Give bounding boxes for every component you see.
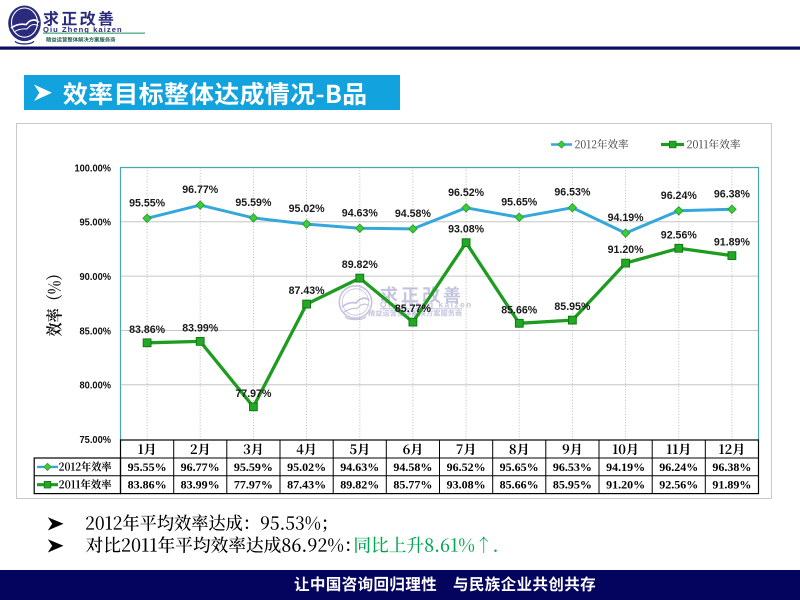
svg-text:94.63%: 94.63% (340, 462, 379, 474)
svg-text:Qiu Zheng kaizen: Qiu Zheng kaizen (43, 25, 123, 34)
svg-text:96.38%: 96.38% (712, 462, 751, 474)
svg-text:90.00%: 90.00% (80, 271, 112, 283)
svg-text:95.55%: 95.55% (128, 462, 167, 474)
svg-text:93.08%: 93.08% (448, 224, 484, 236)
svg-text:83.86%: 83.86% (129, 324, 165, 336)
svg-text:96.77%: 96.77% (181, 462, 220, 474)
svg-text:91.89%: 91.89% (712, 480, 751, 492)
svg-text:96.24%: 96.24% (659, 462, 698, 474)
svg-text:85.95%: 85.95% (554, 301, 590, 313)
svg-text:77.97%: 77.97% (234, 480, 273, 492)
svg-text:96.53%: 96.53% (553, 462, 592, 474)
svg-text:95.00%: 95.00% (80, 217, 112, 229)
svg-text:83.99%: 83.99% (182, 322, 218, 334)
svg-text:85.77%: 85.77% (395, 303, 431, 315)
svg-text:95.02%: 95.02% (289, 203, 325, 215)
svg-text:94.19%: 94.19% (608, 212, 644, 224)
svg-text:77.97%: 77.97% (235, 388, 271, 400)
svg-text:91.20%: 91.20% (606, 480, 645, 492)
svg-text:92.56%: 92.56% (661, 229, 697, 241)
svg-text:95.65%: 95.65% (500, 462, 539, 474)
svg-text:85.77%: 85.77% (393, 480, 432, 492)
svg-text:95.02%: 95.02% (287, 462, 326, 474)
svg-text:85.66%: 85.66% (501, 304, 537, 316)
svg-text:94.58%: 94.58% (395, 208, 431, 220)
svg-text:85.66%: 85.66% (500, 480, 539, 492)
svg-text:94.58%: 94.58% (393, 462, 432, 474)
svg-text:85.00%: 85.00% (80, 325, 112, 337)
svg-text:94.19%: 94.19% (606, 462, 645, 474)
svg-text:83.99%: 83.99% (181, 480, 220, 492)
svg-text:80.00%: 80.00% (80, 380, 112, 392)
svg-text:95.55%: 95.55% (129, 197, 165, 209)
svg-text:100.00%: 100.00% (75, 162, 112, 174)
svg-text:92.56%: 92.56% (659, 480, 698, 492)
svg-text:95.59%: 95.59% (235, 197, 271, 209)
svg-text:95.59%: 95.59% (234, 462, 273, 474)
svg-text:87.43%: 87.43% (289, 285, 325, 297)
svg-text:89.82%: 89.82% (340, 480, 379, 492)
svg-text:94.63%: 94.63% (342, 207, 378, 219)
svg-text:96.53%: 96.53% (554, 187, 590, 199)
svg-text:96.38%: 96.38% (714, 188, 750, 200)
svg-text:96.52%: 96.52% (448, 187, 484, 199)
svg-text:89.82%: 89.82% (342, 259, 378, 271)
svg-text:83.86%: 83.86% (128, 480, 167, 492)
svg-text:87.43%: 87.43% (287, 480, 326, 492)
svg-text:75.00%: 75.00% (80, 434, 112, 446)
svg-text:91.89%: 91.89% (714, 237, 750, 249)
svg-text:85.95%: 85.95% (553, 480, 592, 492)
svg-text:96.24%: 96.24% (661, 190, 697, 202)
svg-text:91.20%: 91.20% (608, 244, 644, 256)
svg-text:96.52%: 96.52% (447, 462, 486, 474)
svg-text:95.65%: 95.65% (501, 196, 537, 208)
svg-text:93.08%: 93.08% (447, 480, 486, 492)
svg-text:96.77%: 96.77% (182, 184, 218, 196)
